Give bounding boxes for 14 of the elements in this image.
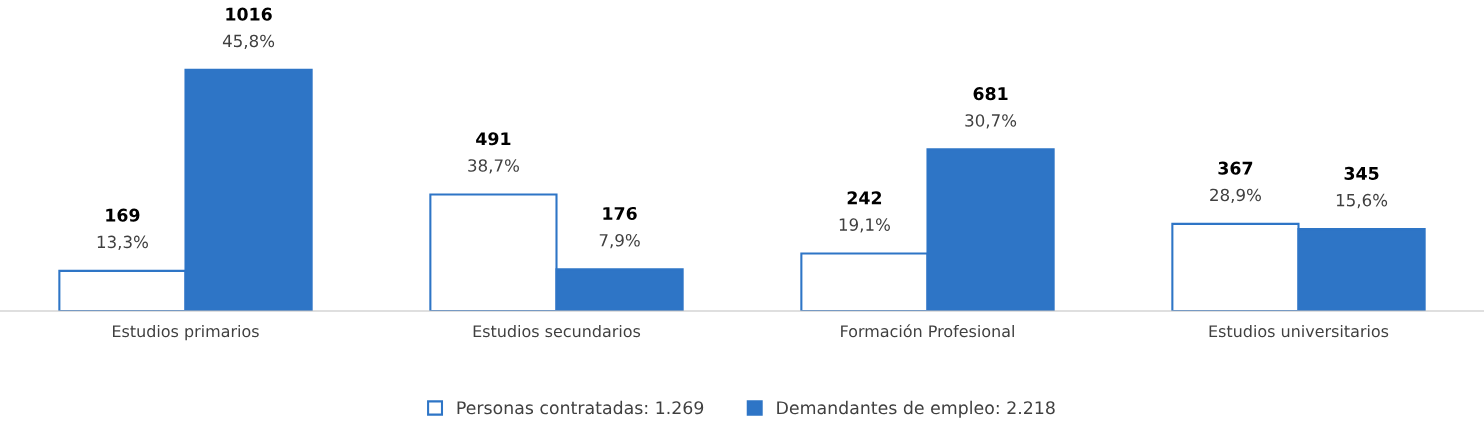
data-label: 681 30,7% xyxy=(965,87,1017,129)
x-tick-label: Estudios universitarios xyxy=(1209,324,1389,338)
legend-label: Demandantes de empleo: 2.218 xyxy=(777,400,1055,418)
x-tick-label: Formación Profesional xyxy=(841,324,1014,338)
data-label: 242 19,1% xyxy=(839,191,890,233)
data-label: 176 7,9% xyxy=(599,206,640,249)
legend-label: Personas contratadas: 1.269 xyxy=(457,400,704,415)
data-label: 367 28,9% xyxy=(1210,161,1261,203)
data-label: 491 38,7% xyxy=(468,132,519,174)
data-label: 1016 45,8% xyxy=(222,7,275,49)
x-tick-label: Estudios primarios xyxy=(113,324,259,341)
data-label: 169 13,3% xyxy=(97,208,148,250)
x-tick-label: Estudios secundarios xyxy=(473,324,641,338)
data-label: 345 15,6% xyxy=(1336,166,1388,209)
